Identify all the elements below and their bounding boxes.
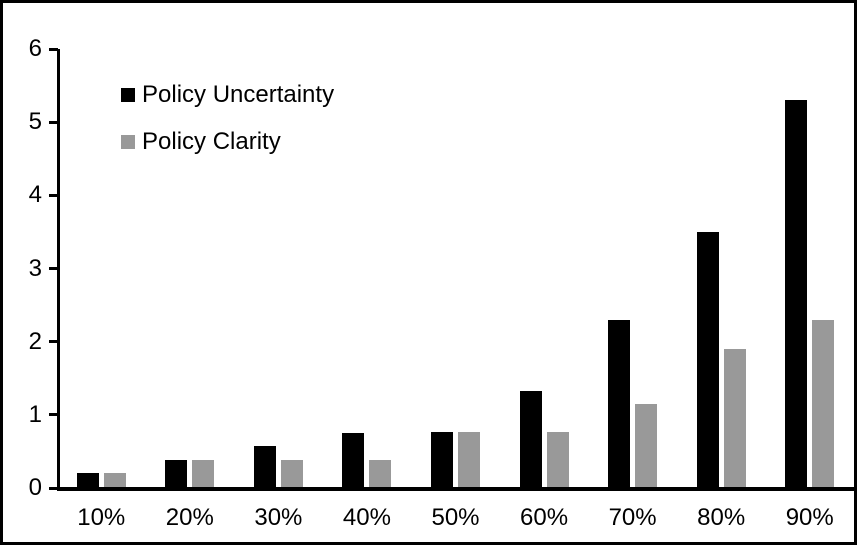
y-tick-label-0: 0	[28, 474, 42, 501]
y-tick-1	[49, 413, 58, 417]
x-tick-label-70%: 70%	[608, 504, 657, 531]
x-axis-line	[57, 487, 854, 491]
bar-policy-clarity-30%	[280, 460, 303, 488]
y-tick-4	[49, 193, 58, 197]
bar-policy-uncertainty-20%	[165, 460, 188, 488]
legend-label-policy-uncertainty: Policy Uncertainty	[142, 81, 335, 108]
x-tick-label-30%: 30%	[254, 504, 303, 531]
x-tick-label-10%: 10%	[77, 504, 126, 531]
bar-policy-uncertainty-80%	[696, 232, 719, 488]
legend-label-policy-clarity: Policy Clarity	[142, 128, 281, 155]
y-tick-label-6: 6	[28, 35, 42, 62]
legend-entry-policy-clarity: Policy Clarity	[121, 127, 334, 156]
bar-policy-clarity-80%	[723, 349, 746, 488]
y-tick-label-4: 4	[28, 181, 42, 209]
legend-swatch-policy-uncertainty-icon	[121, 87, 135, 102]
y-tick-label-2: 2	[28, 327, 42, 355]
bar-policy-clarity-70%	[635, 404, 658, 488]
x-tick-label-20%: 20%	[165, 504, 214, 531]
y-tick-5	[49, 120, 58, 124]
y-tick-label-3: 3	[28, 254, 42, 282]
legend: Policy Uncertainty Policy Clarity	[121, 80, 334, 174]
bar-policy-clarity-60%	[546, 432, 569, 488]
y-tick-label-5: 5	[28, 108, 42, 136]
bar-policy-uncertainty-90%	[785, 100, 808, 488]
y-axis-line	[57, 49, 60, 491]
x-tick-label-90%: 90%	[785, 504, 834, 531]
y-tick-label-1: 1	[28, 400, 42, 428]
bar-policy-clarity-10%	[103, 473, 126, 488]
bar-policy-uncertainty-60%	[519, 391, 542, 488]
legend-swatch-policy-clarity-icon	[121, 134, 135, 149]
bar-policy-clarity-40%	[369, 460, 392, 488]
bar-policy-uncertainty-50%	[431, 432, 453, 488]
bar-policy-uncertainty-30%	[253, 446, 276, 488]
y-tick-6	[49, 47, 58, 51]
bar-policy-uncertainty-10%	[76, 473, 99, 488]
x-tick-label-60%: 60%	[520, 504, 569, 531]
bar-policy-uncertainty-70%	[608, 320, 631, 488]
x-tick-label-80%: 80%	[697, 504, 746, 531]
y-tick-2	[49, 340, 58, 344]
y-tick-3	[49, 267, 58, 270]
bar-policy-clarity-50%	[458, 432, 480, 488]
y-tick-0	[49, 486, 58, 490]
legend-entry-policy-uncertainty: Policy Uncertainty	[121, 80, 334, 109]
x-tick-label-50%: 50%	[431, 504, 480, 531]
x-tick-label-40%: 40%	[342, 504, 391, 531]
bar-policy-uncertainty-40%	[342, 433, 365, 488]
bar-policy-clarity-90%	[812, 320, 835, 488]
bar-policy-clarity-20%	[192, 460, 215, 488]
